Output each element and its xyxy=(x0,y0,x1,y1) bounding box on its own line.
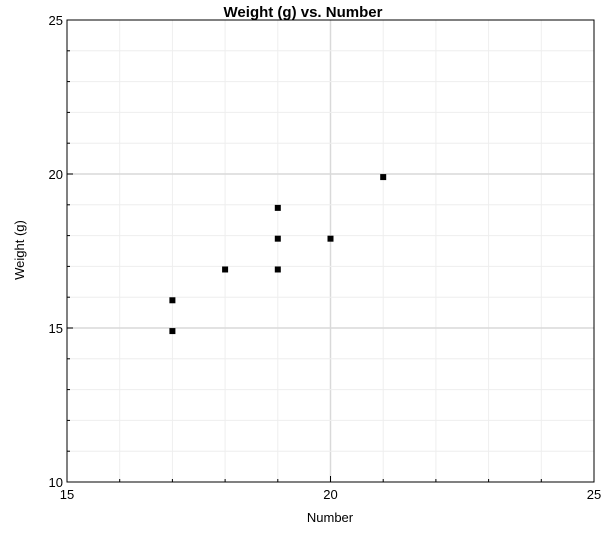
data-point xyxy=(222,266,229,273)
data-point xyxy=(327,235,334,242)
data-point xyxy=(274,204,281,211)
data-point xyxy=(169,297,176,304)
y-tick-label: 10 xyxy=(49,475,63,490)
data-point xyxy=(274,266,281,273)
y-tick-label: 25 xyxy=(49,13,63,28)
data-point xyxy=(380,174,387,181)
data-point xyxy=(169,328,176,335)
data-points xyxy=(169,174,387,335)
x-tick-label: 25 xyxy=(587,487,601,502)
chart-title: Weight (g) vs. Number xyxy=(224,4,383,21)
x-tick-label: 15 xyxy=(60,487,74,502)
x-tick-label: 20 xyxy=(323,487,337,502)
y-tick-label: 20 xyxy=(49,167,63,182)
y-axis-label: Weight (g) xyxy=(12,220,27,280)
y-tick-label: 15 xyxy=(49,321,63,336)
data-point xyxy=(274,235,281,242)
grid-lines xyxy=(67,20,594,482)
x-axis-label: Number xyxy=(307,510,354,525)
